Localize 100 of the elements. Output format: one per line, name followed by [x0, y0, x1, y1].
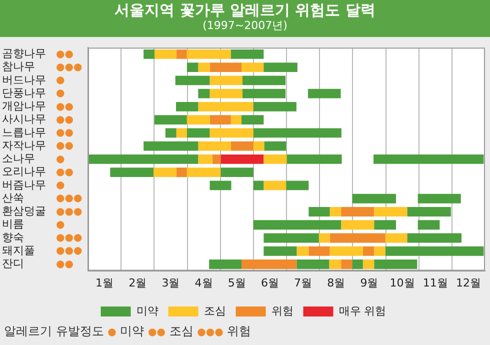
text: ●	[56, 88, 65, 100]
text: ●●	[56, 140, 74, 152]
bar	[374, 206, 408, 216]
bar	[210, 128, 254, 138]
bar	[154, 168, 176, 178]
bar	[253, 220, 342, 230]
bar	[374, 220, 396, 230]
text: ●●●	[56, 232, 82, 244]
y-tick-label: 자작나무	[2, 138, 46, 152]
bar	[407, 233, 462, 243]
text: ●	[56, 219, 65, 230]
text: ●●●	[56, 62, 82, 73]
chart-subtitle: (1997~2007년)	[202, 19, 288, 33]
bar	[242, 88, 286, 98]
bar	[210, 62, 242, 72]
y-tick-label: 소나무	[2, 152, 35, 166]
bar	[253, 102, 296, 112]
bar	[154, 49, 176, 59]
bar	[296, 260, 330, 269]
bar	[329, 260, 342, 269]
x-tick-label: 5월	[228, 276, 246, 290]
y-tick-label: 느릅나무	[2, 126, 46, 139]
y-tick-label: 산쑥	[2, 191, 24, 204]
bar	[210, 88, 242, 98]
x-tick-label: 2월	[128, 276, 147, 290]
bar	[264, 154, 287, 164]
bar	[341, 260, 352, 269]
bar	[385, 246, 484, 256]
y-tick-label: 참나무	[2, 60, 35, 74]
y-tick-label: 돼지풀	[2, 244, 35, 257]
bar	[362, 260, 374, 269]
bar	[264, 233, 319, 243]
bar	[264, 62, 298, 72]
bar	[264, 141, 286, 151]
bar	[352, 260, 363, 269]
bar	[175, 76, 210, 86]
bar	[418, 220, 440, 230]
x-tick-label: 11월	[422, 276, 448, 290]
text: ●●●	[56, 206, 82, 218]
y-tick-label: 개암나무	[2, 100, 46, 113]
x-tick-label: 4월	[194, 276, 213, 290]
bar	[242, 115, 264, 125]
bar	[242, 76, 286, 86]
bar	[209, 260, 242, 269]
x-tick-label: 3월	[162, 276, 180, 290]
bar	[264, 246, 297, 256]
bar	[186, 115, 210, 125]
bar	[230, 115, 242, 125]
x-tick-label: 1월	[96, 276, 114, 290]
y-tick-label: 버즘나무	[2, 178, 46, 192]
bar	[212, 154, 221, 164]
y-tick-label: 오리나무	[2, 165, 46, 178]
text: ●●	[56, 128, 74, 139]
bar	[374, 154, 484, 164]
text: ●●	[56, 48, 74, 60]
bar	[230, 141, 254, 151]
text: ●●●	[56, 246, 82, 257]
bar	[253, 128, 342, 138]
bar	[210, 115, 231, 125]
text: ●●	[56, 258, 74, 270]
text: ●●	[56, 114, 74, 126]
bar	[198, 154, 212, 164]
chart-title: 서울지역 꽃가루 알레르기 위험도 달력	[114, 1, 376, 19]
bar	[198, 102, 254, 112]
legend-label: 위험	[271, 304, 294, 318]
bar	[144, 141, 198, 151]
y-tick-label: 버드나무	[2, 73, 46, 86]
y-tick-label: 환삼덩굴	[2, 204, 46, 218]
bar	[253, 141, 264, 151]
bar	[186, 62, 198, 72]
bar	[341, 206, 374, 216]
bar	[242, 62, 264, 72]
bar	[352, 194, 396, 204]
bar	[230, 49, 264, 59]
bar	[198, 88, 210, 98]
bar	[407, 206, 451, 216]
legend-label: 조심	[204, 304, 226, 318]
bar	[198, 141, 231, 151]
bar	[176, 168, 187, 178]
x-tick-label: 8월	[327, 276, 346, 290]
bar	[341, 220, 374, 230]
bar	[242, 260, 297, 269]
bar	[253, 180, 264, 190]
bar	[308, 206, 330, 216]
bar	[330, 233, 386, 243]
text: ●●●	[56, 193, 82, 204]
x-tick-label: 12월	[456, 276, 481, 290]
bar	[330, 246, 363, 256]
bar	[198, 62, 210, 72]
bar	[264, 180, 286, 190]
bar	[186, 168, 221, 178]
bar	[144, 49, 154, 59]
bar	[308, 246, 330, 256]
bar	[154, 115, 187, 125]
bar	[176, 128, 187, 138]
text: ●●	[56, 101, 74, 112]
y-tick-label: 사시나무	[2, 112, 46, 126]
y-tick-label: 단풍나무	[2, 86, 46, 100]
x-tick-label: 10월	[390, 276, 415, 290]
legend-label: 미약	[136, 304, 158, 318]
